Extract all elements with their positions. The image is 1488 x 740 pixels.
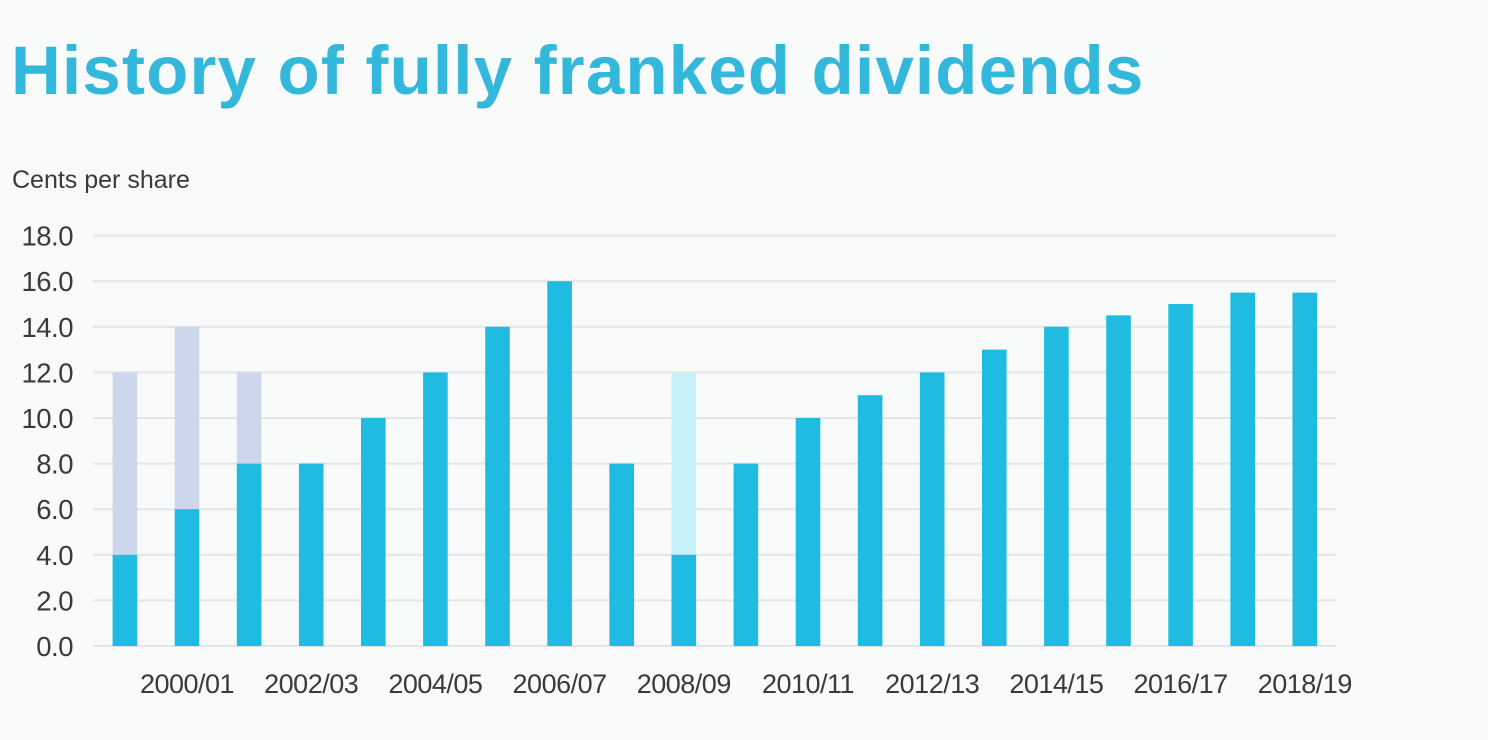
svg-text:2004/05: 2004/05 bbox=[388, 669, 482, 699]
svg-text:12.0: 12.0 bbox=[21, 357, 73, 388]
svg-text:2000/01: 2000/01 bbox=[140, 669, 234, 699]
svg-text:8.0: 8.0 bbox=[36, 449, 73, 480]
svg-text:2014/15: 2014/15 bbox=[1009, 669, 1103, 699]
svg-text:14.0: 14.0 bbox=[21, 312, 73, 343]
svg-text:0.0: 0.0 bbox=[36, 631, 73, 662]
svg-text:16.0: 16.0 bbox=[21, 266, 73, 297]
svg-text:6.0: 6.0 bbox=[36, 494, 73, 525]
svg-text:2018/19: 2018/19 bbox=[1258, 669, 1352, 699]
svg-text:2006/07: 2006/07 bbox=[513, 669, 607, 699]
svg-text:2008/09: 2008/09 bbox=[637, 669, 731, 699]
svg-text:18.0: 18.0 bbox=[21, 221, 73, 252]
svg-text:2016/17: 2016/17 bbox=[1134, 669, 1228, 699]
svg-text:2.0: 2.0 bbox=[36, 585, 73, 616]
svg-text:2010/11: 2010/11 bbox=[762, 669, 854, 699]
svg-text:2002/03: 2002/03 bbox=[264, 669, 358, 699]
svg-text:10.0: 10.0 bbox=[21, 403, 73, 434]
svg-text:4.0: 4.0 bbox=[36, 540, 73, 571]
svg-text:2012/13: 2012/13 bbox=[885, 669, 979, 699]
